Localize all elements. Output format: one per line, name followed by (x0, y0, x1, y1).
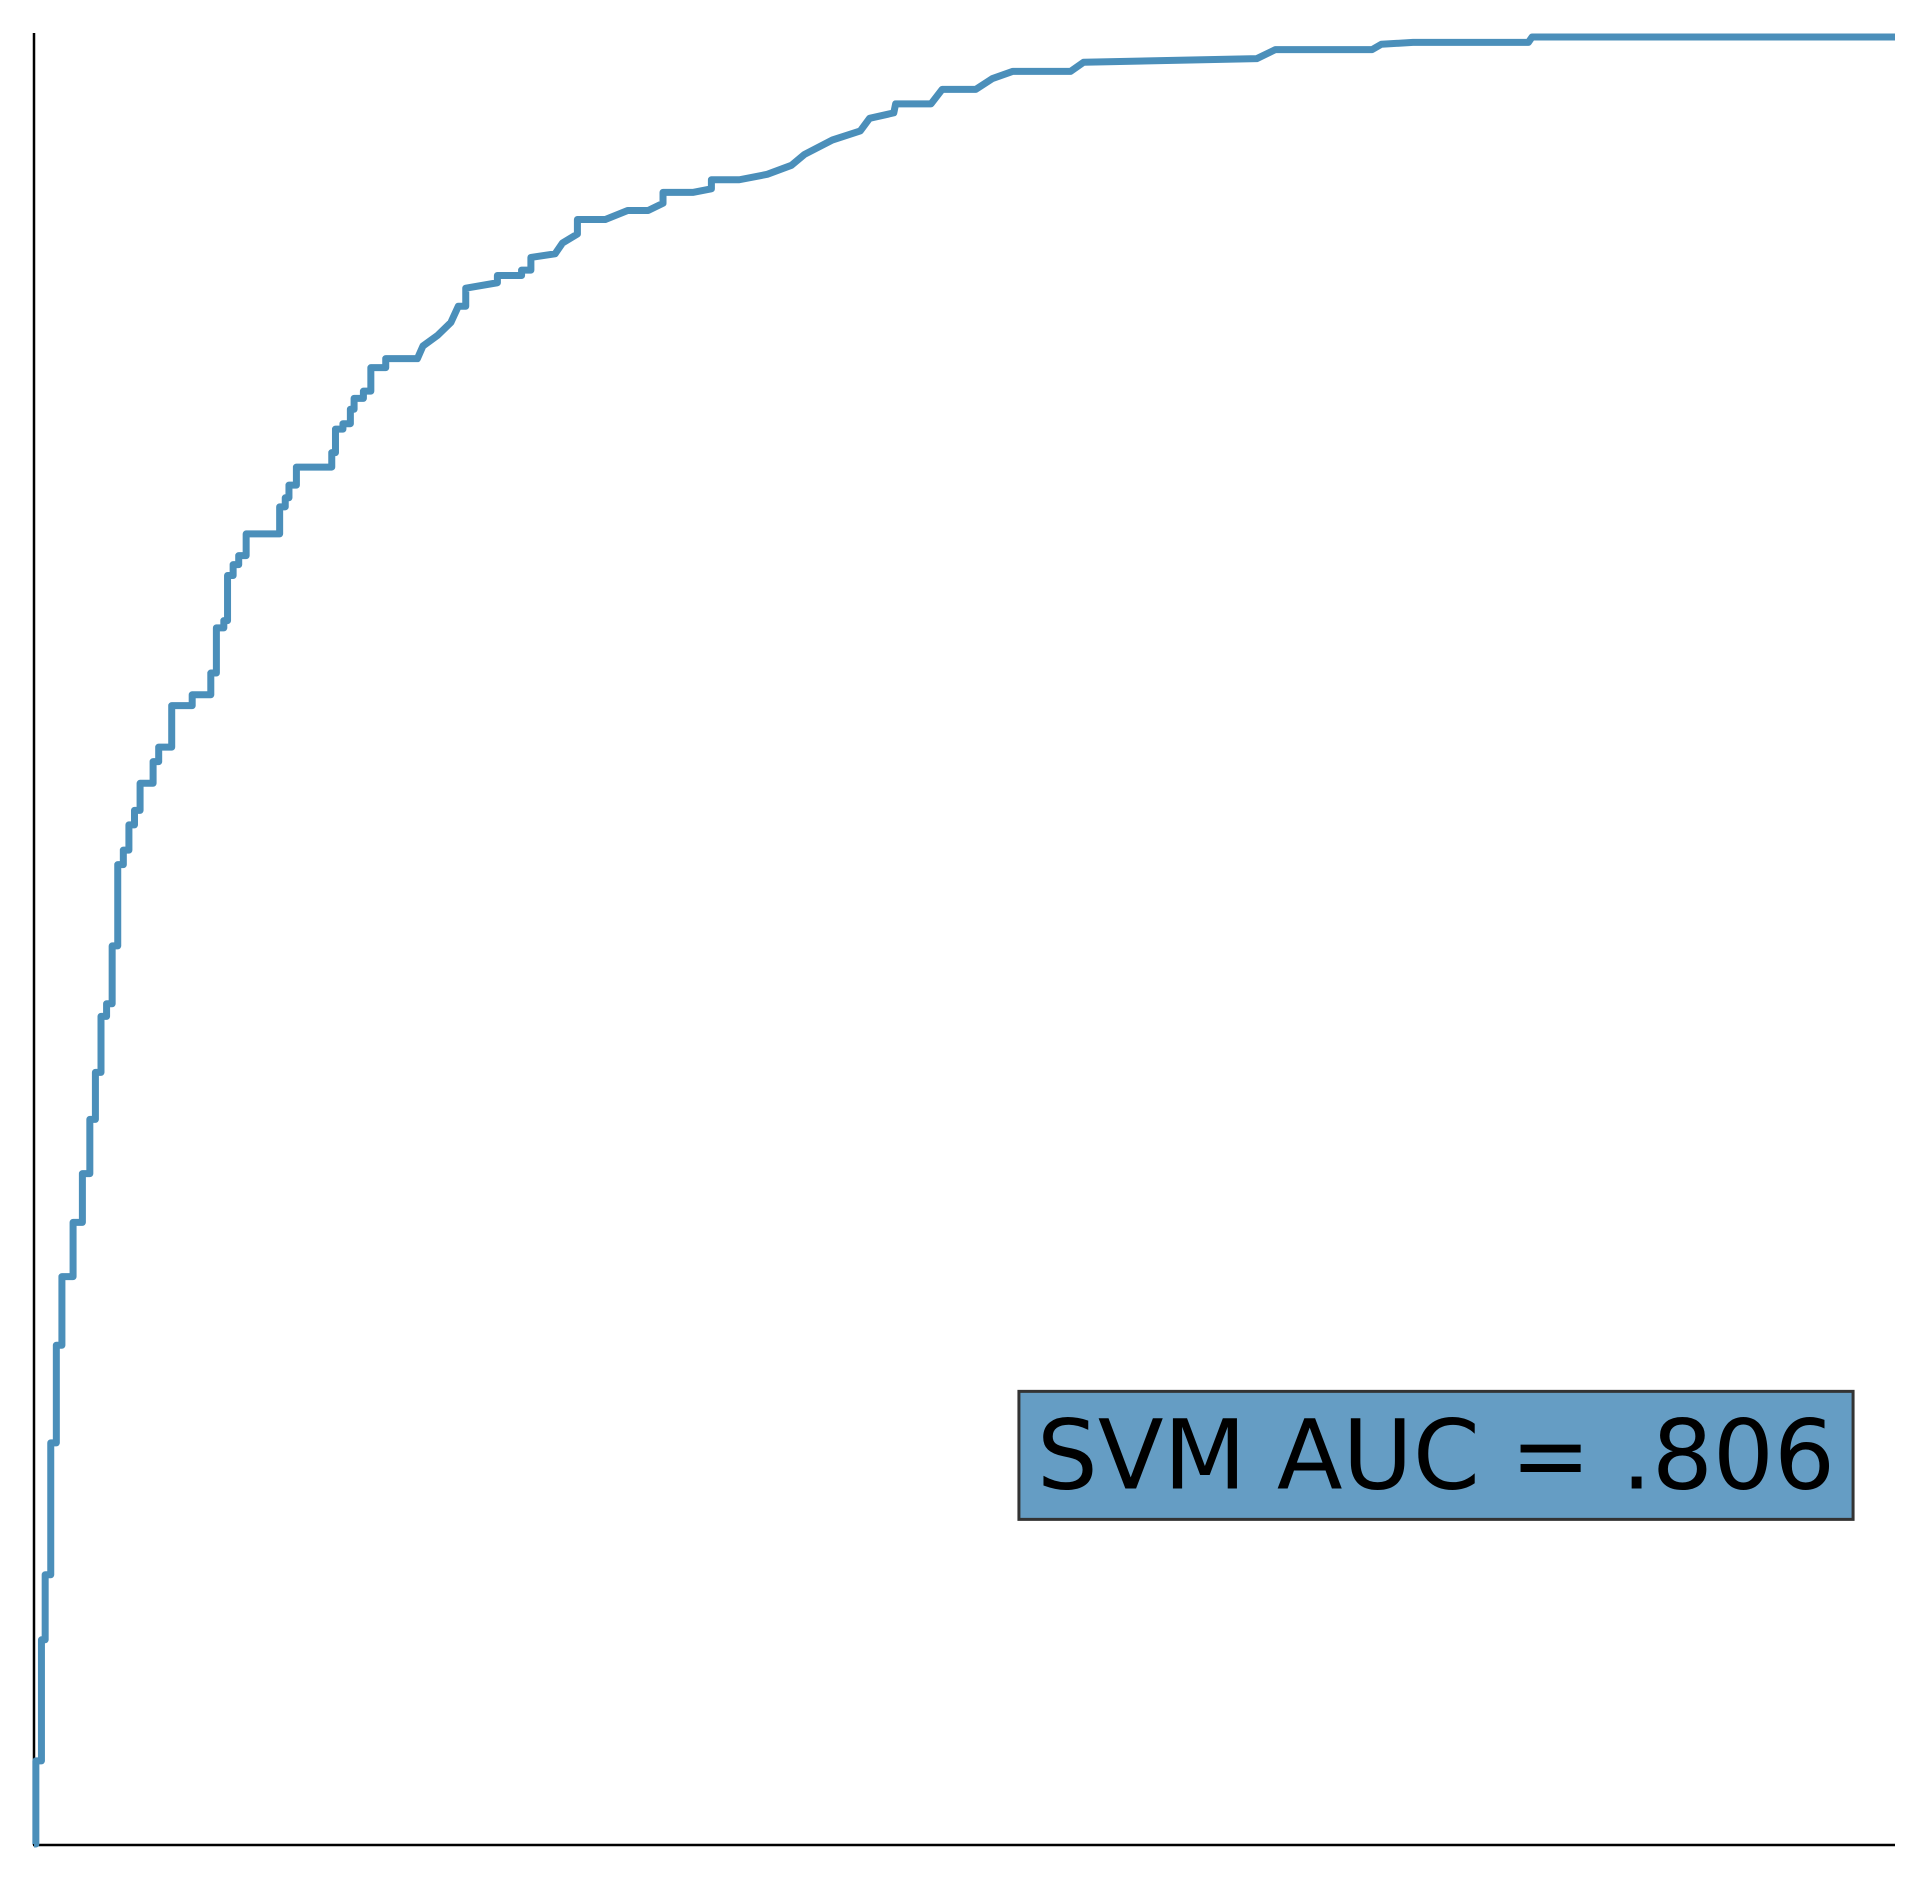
roc-line (32, 33, 1895, 1848)
annotation: SVM AUC = .806 (1037, 1399, 1835, 1511)
annotation-box (1017, 1389, 1855, 1521)
plot (32, 33, 1895, 1848)
